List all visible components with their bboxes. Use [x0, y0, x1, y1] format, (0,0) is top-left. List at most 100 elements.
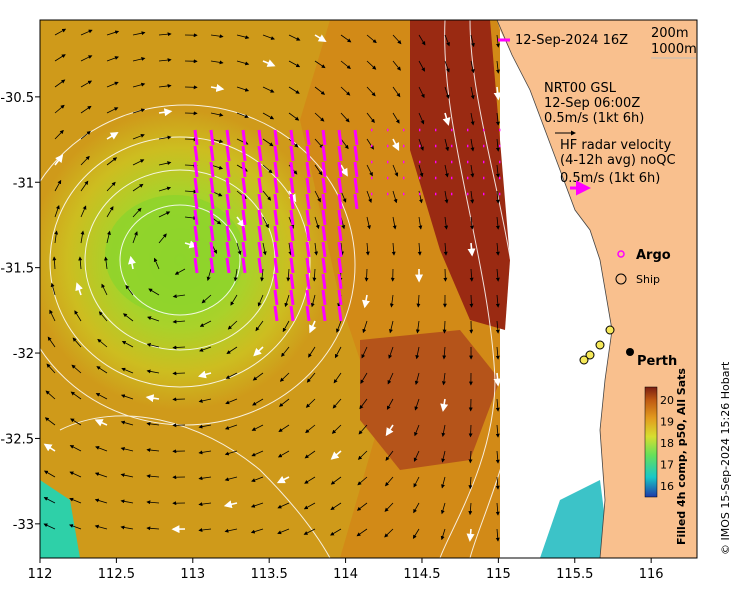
current-vector — [288, 216, 295, 229]
current-vector — [120, 420, 134, 426]
current-vector — [441, 450, 446, 463]
current-vector — [94, 498, 108, 504]
current-vector — [201, 294, 212, 304]
current-vector — [418, 216, 423, 230]
current-vector — [330, 476, 342, 485]
current-vector — [54, 79, 66, 88]
current-vector — [198, 424, 212, 429]
current-vector — [80, 230, 85, 244]
current-vector — [495, 476, 500, 490]
hf-vector — [241, 177, 247, 194]
current-vector — [440, 398, 449, 412]
hf-vector — [209, 193, 215, 210]
current-vector — [388, 346, 394, 359]
current-vector — [418, 86, 425, 99]
current-vector — [121, 367, 134, 374]
coastline — [496, 20, 613, 558]
current-vector — [277, 450, 290, 458]
current-vector — [366, 190, 372, 203]
hf-vector — [337, 273, 343, 290]
y-tick-label: -32.5 — [0, 432, 34, 447]
current-vector — [443, 242, 448, 256]
current-vector — [340, 60, 351, 70]
hf-vector — [289, 241, 295, 258]
current-vector — [495, 450, 500, 464]
hf-vector — [257, 129, 263, 146]
current-vector — [309, 320, 317, 334]
hf-vector — [353, 177, 359, 194]
hf-vector — [321, 273, 327, 290]
current-vector — [304, 476, 316, 484]
current-vector — [255, 320, 264, 332]
current-vector — [277, 528, 290, 535]
current-vector — [45, 390, 56, 400]
hf-vector — [273, 177, 279, 194]
hf-vector — [225, 209, 231, 226]
current-vector — [418, 112, 425, 125]
hf-vector — [273, 273, 279, 290]
hf-vector — [305, 257, 311, 274]
current-vector — [356, 502, 368, 511]
ship-legend-label: Ship — [636, 273, 660, 286]
current-vector — [284, 294, 290, 308]
current-vector — [120, 446, 134, 452]
current-vector — [199, 320, 212, 327]
current-vector — [314, 242, 319, 256]
current-vector — [276, 475, 290, 484]
current-vector — [132, 82, 146, 88]
bathy-legend-1000: 1000m — [651, 42, 697, 57]
current-vector — [413, 502, 420, 514]
current-vector — [262, 190, 272, 201]
hf-vector — [193, 241, 199, 258]
current-vector — [444, 190, 449, 204]
current-vector — [260, 268, 265, 282]
current-vector — [120, 473, 134, 478]
current-vector — [198, 450, 212, 455]
hf-vector — [321, 145, 327, 162]
hf-vector — [241, 209, 247, 226]
current-vector — [340, 190, 347, 203]
current-vector — [75, 282, 83, 296]
current-vector — [54, 54, 66, 62]
current-vector — [304, 450, 316, 459]
current-vector — [305, 424, 316, 434]
hf-vector — [241, 161, 247, 178]
plot-frame — [39, 19, 698, 559]
hf-vector — [257, 145, 263, 162]
se-cool-patch — [540, 480, 610, 558]
current-vector — [146, 421, 160, 426]
cold-eddy-core — [105, 195, 245, 315]
current-vector — [121, 340, 134, 348]
current-vector — [470, 60, 475, 74]
current-vector — [80, 205, 87, 218]
current-vector — [223, 500, 238, 509]
current-vector — [132, 159, 145, 166]
y-tick-label: -32 — [13, 347, 34, 362]
current-vector — [43, 523, 56, 530]
current-vector — [225, 398, 238, 405]
hf-vector — [353, 129, 359, 146]
current-vector — [95, 393, 108, 400]
current-vector — [466, 528, 475, 542]
current-vector — [158, 108, 173, 117]
current-vector — [106, 56, 119, 62]
current-vector — [495, 164, 500, 178]
hf-vector — [321, 257, 327, 274]
current-vector — [54, 154, 64, 166]
hf-vector — [337, 241, 343, 258]
hf-vector — [225, 177, 231, 194]
current-vector — [172, 371, 186, 376]
hf-vector — [337, 305, 343, 322]
current-vector — [94, 524, 108, 530]
current-vector — [198, 476, 212, 481]
current-vector — [362, 294, 370, 309]
current-vector — [470, 164, 475, 178]
current-vector — [288, 242, 293, 256]
y-tick-label: -31 — [13, 176, 34, 191]
current-vector — [288, 34, 301, 41]
current-vector — [236, 216, 246, 228]
current-vector — [158, 58, 172, 63]
hf-vector — [321, 305, 327, 322]
current-vector — [69, 471, 82, 478]
current-vector — [414, 424, 420, 437]
